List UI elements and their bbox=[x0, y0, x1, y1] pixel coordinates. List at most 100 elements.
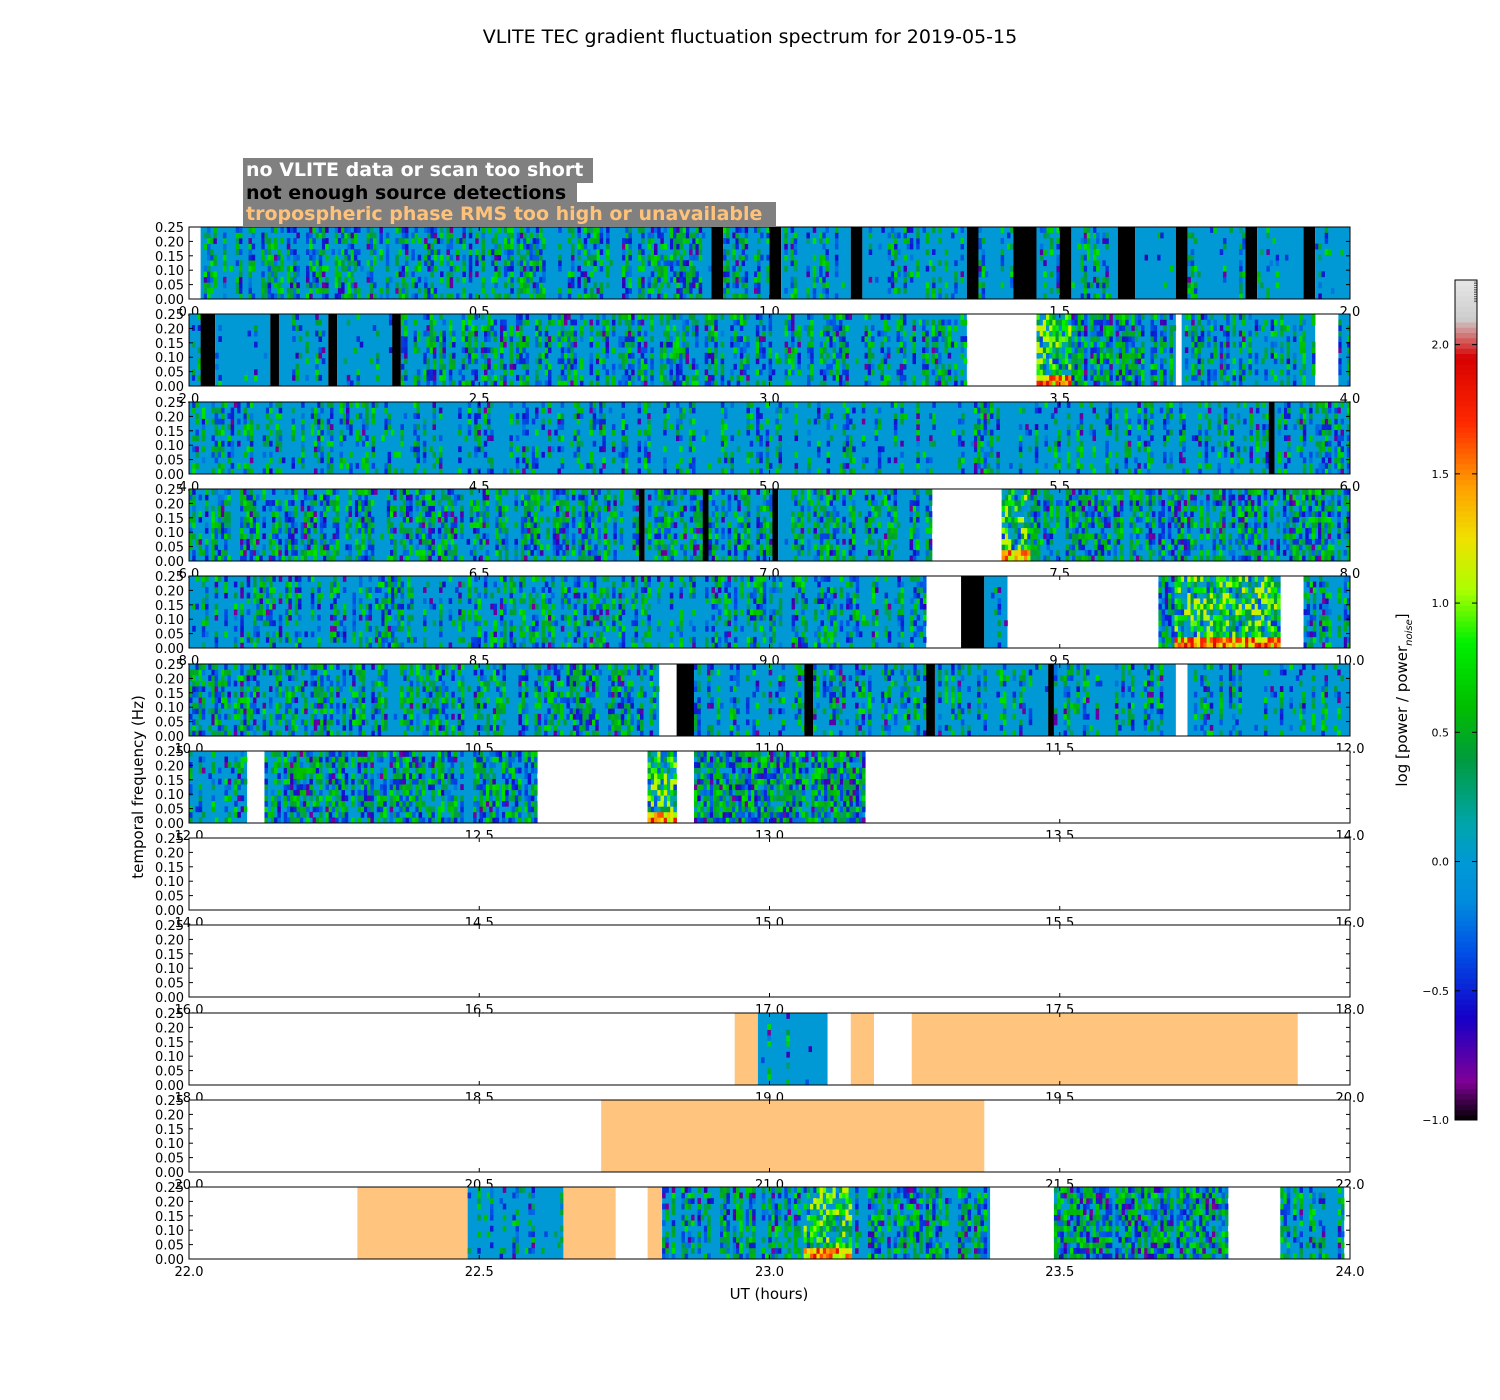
spectrum-cell bbox=[1150, 402, 1154, 408]
spectrum-cell bbox=[1065, 352, 1069, 359]
spectrum-cell bbox=[516, 374, 520, 381]
spectrum-cell bbox=[353, 232, 358, 239]
spectrum-cell bbox=[1103, 325, 1107, 331]
spectrum-cell bbox=[1039, 249, 1044, 255]
spectrum-cell bbox=[1190, 287, 1195, 294]
spectrum-cell bbox=[676, 238, 680, 244]
spectrum-cell bbox=[334, 254, 339, 261]
spectrum-cell bbox=[723, 287, 727, 294]
y-tick-label: 0.05 bbox=[155, 454, 184, 469]
spectrum-cell bbox=[672, 380, 677, 387]
spectrum-cell bbox=[509, 451, 513, 458]
spectrum-cell bbox=[449, 260, 454, 267]
spectrum-cell bbox=[723, 271, 727, 278]
spectrum-cell bbox=[507, 276, 511, 283]
spectrum-cell bbox=[682, 282, 687, 289]
spectrum-cell bbox=[1226, 325, 1230, 331]
spectrum-cell bbox=[822, 260, 826, 267]
spectrum-cell bbox=[227, 468, 231, 475]
spectrum-cell bbox=[689, 271, 693, 278]
spectrum-cell bbox=[738, 265, 742, 272]
spectrum-cell bbox=[211, 533, 215, 540]
spectrum-cell bbox=[240, 538, 244, 545]
spectrum-cell bbox=[874, 435, 879, 442]
spectrum-cell bbox=[515, 413, 520, 419]
spectrum-cell bbox=[541, 352, 546, 359]
spectrum-cell bbox=[1105, 418, 1109, 425]
spectrum-cell bbox=[1270, 352, 1275, 359]
spectrum-cell bbox=[1150, 336, 1154, 342]
spectrum-cell bbox=[838, 380, 843, 387]
spectrum-cell bbox=[947, 325, 952, 331]
spectrum-cell bbox=[526, 271, 530, 278]
spectrum-cell bbox=[432, 319, 437, 326]
spectrum-cell bbox=[663, 227, 668, 233]
spectrum-cell bbox=[650, 249, 655, 255]
spectrum-cell bbox=[1055, 358, 1059, 365]
spectrum-cell bbox=[1210, 314, 1214, 320]
spectrum-cell bbox=[503, 380, 507, 387]
spectrum-cell bbox=[519, 265, 524, 272]
spectrum-cell bbox=[624, 468, 629, 475]
spectrum-cell bbox=[1219, 347, 1224, 354]
spectrum-cell bbox=[295, 374, 300, 381]
spectrum-cell bbox=[371, 418, 376, 425]
spectrum-cell bbox=[743, 347, 747, 354]
spectrum-cell bbox=[628, 265, 632, 272]
spectrum-cell bbox=[320, 407, 324, 414]
spectrum-cell bbox=[1046, 227, 1051, 233]
spectrum-cell bbox=[1055, 314, 1059, 320]
spectrum-cell bbox=[1137, 468, 1141, 475]
spectrum-cell bbox=[666, 330, 670, 337]
spectrum-cell bbox=[1337, 440, 1341, 447]
spectrum-cell bbox=[746, 380, 750, 387]
spectrum-cell bbox=[356, 380, 361, 387]
spectrum-cell bbox=[210, 254, 214, 261]
spectrum-cell bbox=[596, 254, 600, 261]
spectrum-cell bbox=[1036, 325, 1040, 331]
spectrum-cell bbox=[1074, 358, 1078, 365]
spectrum-cell bbox=[1327, 249, 1332, 255]
spectrum-cell bbox=[631, 374, 635, 381]
spectrum-cell bbox=[474, 330, 478, 337]
spectrum-cell bbox=[384, 402, 388, 408]
spectrum-cell bbox=[1076, 424, 1080, 430]
spectrum-cell bbox=[874, 407, 879, 414]
spectrum-base bbox=[1135, 227, 1176, 299]
spectrum-cell bbox=[880, 341, 885, 348]
spectrum-cell bbox=[621, 413, 626, 419]
spectrum-cell bbox=[192, 555, 196, 562]
spectrum-cell bbox=[438, 435, 443, 442]
spectrum-cell bbox=[217, 505, 222, 512]
spectrum-cell bbox=[887, 254, 892, 261]
spectrum-cell bbox=[1065, 314, 1069, 320]
spectrum-cell bbox=[724, 451, 728, 458]
detection-flag-bar bbox=[392, 314, 401, 386]
spectrum-cell bbox=[1315, 440, 1319, 447]
spectrum-cell bbox=[563, 330, 568, 337]
spectrum-cell bbox=[547, 314, 552, 320]
spectrum-cell bbox=[1103, 380, 1107, 387]
spectrum-cell bbox=[1049, 341, 1053, 348]
spectrum-cell bbox=[900, 440, 904, 447]
spectrum-cell bbox=[660, 271, 664, 278]
spectrum-cell bbox=[806, 325, 811, 331]
spectrum-cell bbox=[1128, 352, 1132, 359]
spectrum-cell bbox=[483, 451, 488, 458]
spectrum-cell bbox=[1080, 265, 1085, 272]
spectrum-cell bbox=[240, 555, 244, 562]
spectrum-cell bbox=[864, 336, 869, 342]
spectrum-cell bbox=[483, 413, 488, 419]
spectrum-cell bbox=[243, 407, 247, 414]
spectrum-cell bbox=[1327, 451, 1332, 458]
spectrum-cell bbox=[834, 227, 839, 233]
spectrum-cell bbox=[765, 462, 770, 469]
spectrum-cell bbox=[509, 380, 514, 387]
spectrum-cell bbox=[1280, 330, 1284, 337]
spectrum-cell bbox=[493, 347, 498, 354]
spectrum-cell bbox=[1058, 341, 1063, 348]
spectrum-cell bbox=[711, 336, 715, 342]
spectrum-cell bbox=[980, 468, 984, 475]
spectrum-cell bbox=[305, 347, 309, 354]
spectrum-cell bbox=[369, 358, 374, 365]
